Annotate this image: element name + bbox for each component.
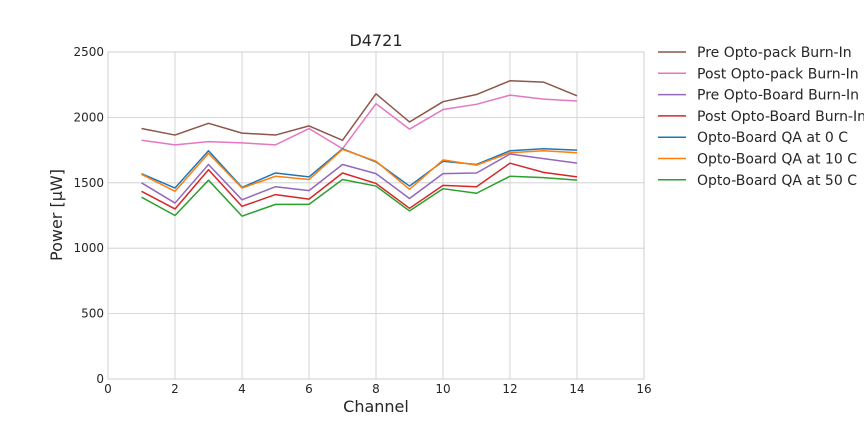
y-tick-label: 0 (96, 372, 104, 386)
legend-label: Pre Opto-Board Burn-In (697, 88, 859, 104)
legend-item: Pre Opto-pack Burn-In (658, 45, 852, 61)
series-line-pre-opto-pack-burn-in (141, 80, 578, 142)
legend-item: Opto-Board QA at 10 C (658, 152, 857, 168)
legend-item: Opto-Board QA at 50 C (658, 173, 857, 189)
series-line-pre-opto-board-burn-in (141, 153, 578, 204)
series-line-opto-board-qa-at-10-c (141, 148, 578, 193)
legend-label: Post Opto-Board Burn-In (697, 109, 864, 125)
x-tick-label: 0 (104, 382, 112, 396)
plot-frame (107, 51, 645, 380)
y-tick-label: 1500 (73, 176, 104, 190)
y-tick-label: 1000 (73, 241, 104, 255)
series-lines (141, 80, 578, 217)
legend-label: Opto-Board QA at 50 C (697, 173, 857, 189)
x-tick-label: 10 (435, 382, 450, 396)
y-axis-label: Power [μW] (47, 169, 66, 261)
x-tick-label: 2 (171, 382, 179, 396)
series-line-post-opto-pack-burn-in (141, 94, 578, 150)
x-tick-label: 14 (569, 382, 584, 396)
chart-title: D4721 (349, 31, 402, 50)
legend-label: Opto-Board QA at 0 C (697, 130, 848, 146)
legend-label: Pre Opto-pack Burn-In (697, 45, 852, 61)
x-tick-label: 6 (305, 382, 313, 396)
legend: Pre Opto-pack Burn-In Post Opto-pack Burn… (658, 45, 864, 189)
legend-item: Post Opto-pack Burn-In (658, 66, 859, 82)
x-tick-label: 16 (636, 382, 651, 396)
legend-item: Post Opto-Board Burn-In (658, 109, 864, 125)
y-tick-label: 2000 (73, 110, 104, 124)
legend-item: Opto-Board QA at 0 C (658, 130, 848, 146)
x-tick-label: 4 (238, 382, 246, 396)
x-tick-label: 12 (502, 382, 517, 396)
y-tick-labels: 0 500 1000 1500 2000 2500 (73, 45, 104, 386)
series-line-post-opto-board-burn-in (141, 162, 578, 210)
y-tick-label: 500 (81, 307, 104, 321)
y-tick-label: 2500 (73, 45, 104, 59)
series-line-opto-board-qa-at-50-c (141, 175, 578, 217)
x-tick-label: 8 (372, 382, 380, 396)
legend-item: Pre Opto-Board Burn-In (658, 88, 859, 104)
legend-label: Opto-Board QA at 10 C (697, 152, 857, 168)
x-tick-labels: 0 2 4 6 8 10 12 14 16 (104, 382, 651, 396)
x-axis-label: Channel (343, 397, 409, 416)
legend-label: Post Opto-pack Burn-In (697, 66, 859, 82)
